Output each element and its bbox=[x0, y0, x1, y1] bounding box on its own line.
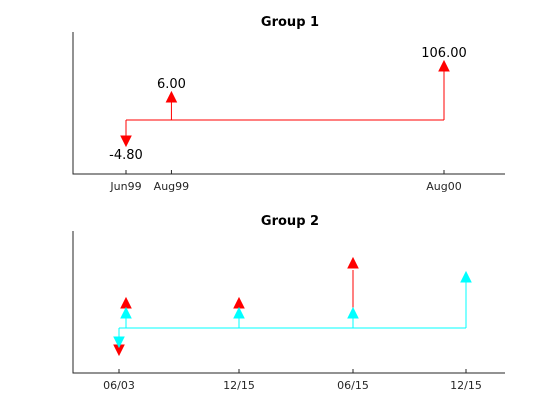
panel-group-2: Group 2 06/03 12/15 06/15 12/15 bbox=[72, 214, 505, 392]
x-tick-label: 12/15 bbox=[450, 379, 482, 392]
x-tick-label: Aug99 bbox=[154, 180, 189, 193]
arrow-up-icon bbox=[233, 296, 245, 309]
panel-2-title: Group 2 bbox=[261, 214, 319, 229]
panel-1-marks: -4.80 6.00 106.00 bbox=[109, 46, 467, 163]
panel-2-x-ticks: 06/03 12/15 06/15 12/15 bbox=[103, 369, 482, 392]
x-tick-label: 12/15 bbox=[223, 379, 255, 392]
x-tick-label: 06/03 bbox=[103, 379, 135, 392]
arrow-up-icon bbox=[347, 306, 359, 319]
data-label: 6.00 bbox=[157, 77, 186, 92]
x-tick-label: Jun99 bbox=[109, 180, 141, 193]
arrow-up-icon bbox=[233, 306, 245, 319]
data-label: -4.80 bbox=[109, 148, 143, 163]
arrow-up-icon bbox=[460, 270, 472, 283]
arrow-down-icon bbox=[113, 336, 125, 349]
arrow-up-icon bbox=[120, 306, 132, 319]
x-tick-label: Aug00 bbox=[426, 180, 461, 193]
arrow-up-icon bbox=[165, 90, 178, 103]
panel-1-x-ticks: Jun99 Aug99 Aug00 bbox=[109, 170, 462, 193]
panel-1-axes bbox=[72, 32, 505, 175]
arrow-down-icon bbox=[120, 135, 132, 148]
arrow-up-icon bbox=[438, 59, 450, 72]
data-label: 106.00 bbox=[421, 46, 467, 61]
arrow-up-icon bbox=[347, 256, 359, 269]
panel-group-1: Group 1 Jun99 Aug99 Aug00 -4.80 6.00 106.00 bbox=[72, 15, 505, 193]
arrow-up-icon bbox=[120, 296, 132, 309]
panel-2-axes bbox=[72, 231, 505, 374]
panel-1-title: Group 1 bbox=[261, 15, 319, 30]
x-tick-label: 06/15 bbox=[337, 379, 369, 392]
panel-2-marks bbox=[113, 256, 472, 357]
